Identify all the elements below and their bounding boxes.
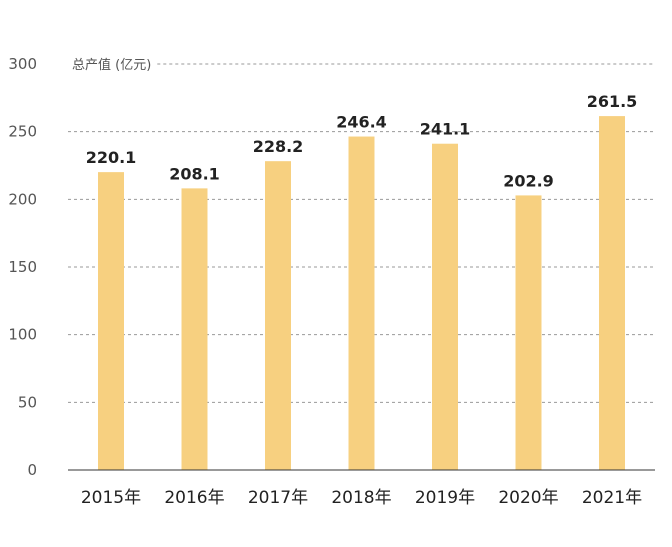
value-labels: 220.1 208.1 228.2 246.4 241.1 202.9 261.5: [86, 92, 638, 190]
bar-value-label: 241.1: [420, 120, 471, 139]
y-axis-label: 总产值 (亿元): [72, 57, 151, 73]
bar-value-label: 220.1: [86, 148, 137, 167]
bar: [98, 172, 124, 470]
x-tick-label: 2016年: [164, 488, 224, 508]
x-tick-label: 2017年: [248, 488, 308, 508]
bar: [599, 116, 625, 470]
y-tick-label: 300: [8, 55, 37, 73]
bar: [432, 143, 458, 470]
y-tick-label: 200: [8, 190, 37, 208]
y-tick-label: 0: [27, 461, 37, 479]
y-tick-label: 100: [8, 326, 37, 344]
x-tick-label: 2015年: [81, 488, 141, 508]
bar-value-label: 228.2: [253, 137, 304, 156]
bar-value-label: 261.5: [587, 92, 638, 111]
y-tick-label: 250: [8, 123, 37, 141]
bar: [265, 161, 291, 471]
y-tick-label: 50: [18, 393, 37, 411]
bar: [181, 188, 208, 470]
x-axis-ticks: 2015年 2016年 2017年 2018年 2019年 2020年 2021年: [81, 488, 642, 508]
bars: [98, 116, 625, 471]
bar-value-label: 246.4: [336, 113, 387, 132]
x-tick-label: 2021年: [582, 488, 642, 508]
y-tick-label: 150: [8, 258, 37, 276]
bar: [515, 195, 542, 470]
gridlines: [68, 63, 655, 403]
bar-value-label: 202.9: [503, 171, 554, 190]
x-tick-label: 2018年: [331, 488, 391, 508]
bar-value-label: 208.1: [169, 164, 220, 183]
bar: [348, 136, 375, 470]
y-axis-ticks: 0 50 100 150 200 250 300: [8, 55, 37, 479]
x-tick-label: 2020年: [498, 488, 558, 508]
x-tick-label: 2019年: [415, 488, 475, 508]
